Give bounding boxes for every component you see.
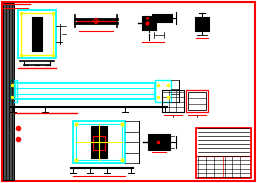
Bar: [15, 83, 155, 99]
Bar: [10, 80, 17, 102]
Bar: [91, 126, 107, 158]
Bar: [76, 124, 122, 160]
Bar: [142, 16, 156, 30]
Bar: [188, 92, 206, 110]
Bar: [18, 10, 56, 58]
Bar: [186, 90, 208, 112]
Bar: [196, 128, 251, 178]
Bar: [152, 14, 172, 22]
Bar: [21, 13, 53, 55]
Bar: [3, 3, 14, 180]
Bar: [148, 134, 170, 150]
Bar: [73, 121, 125, 163]
Bar: [93, 136, 105, 150]
Bar: [32, 17, 42, 51]
Bar: [162, 90, 184, 112]
Bar: [195, 17, 209, 31]
Bar: [155, 80, 171, 102]
